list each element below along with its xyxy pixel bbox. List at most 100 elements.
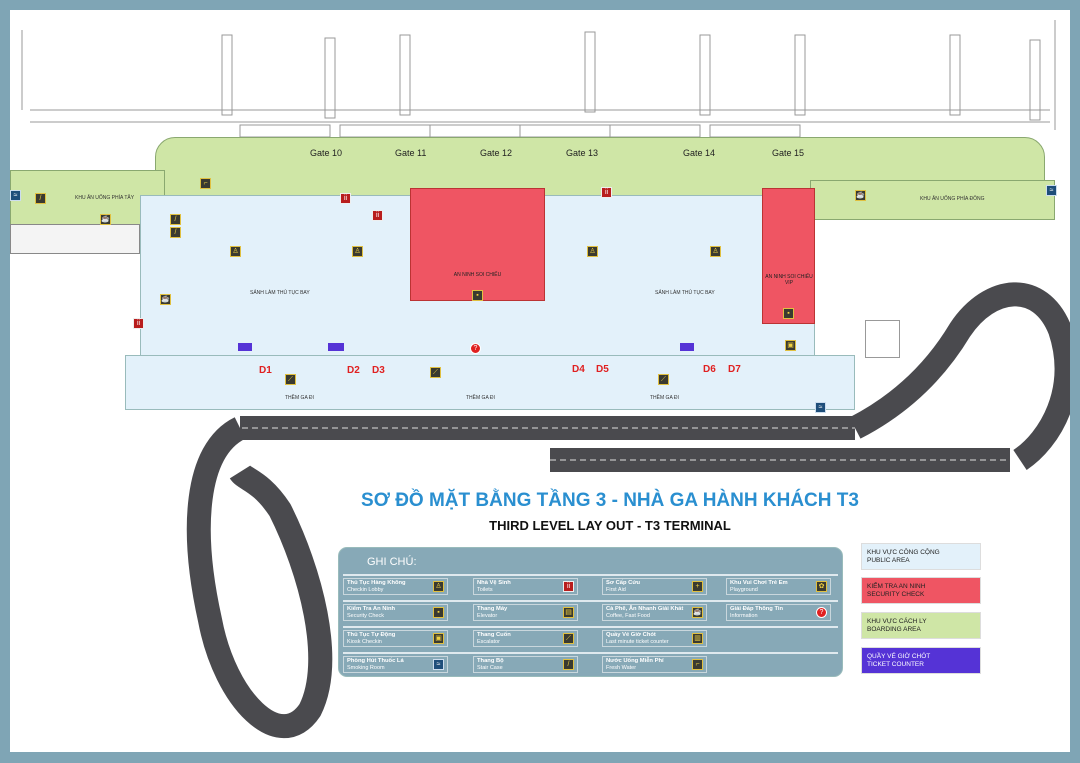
legend-item-en: Toilets [477,587,493,593]
stairs-icon: / [35,193,46,204]
legend-item-en: Checkin Lobby [347,587,384,593]
legend-item: Thang Cuốn Escalator ⟋ [473,630,578,647]
gate-label: Gate 12 [480,148,513,158]
toilet-icon: ii [133,318,144,329]
ticket-counter-icon: ▥ [692,633,703,644]
legend-item-en: Kiosk Checkin [347,639,382,645]
legend-item-vi: Sơ Cấp Cứu [606,580,641,586]
security-icon: ▪ [472,290,483,301]
divider [343,652,838,654]
legend-item-vi: Quầy Vé Giờ Chót [606,632,656,638]
legend-item-en: Escalator [477,639,500,645]
escalator-icon: ⟋ [658,374,669,385]
door-label: D4 [572,364,585,375]
toilet-icon: ii [601,187,612,198]
legend-item-en: Fresh Water [606,665,637,671]
legend-item-vi: Thang Cuốn [477,632,511,638]
security-icon: ▪ [783,308,794,319]
ticket-counter [238,343,252,351]
checkin-icon: ♙ [230,246,241,257]
coffee-icon: ☕ [692,607,703,618]
legend-item: Kiểm Tra An Ninh Security Check ▪ [343,604,448,621]
color-key-item: KHU VỰC CÔNG CỘNG PUBLIC AREA [861,543,981,570]
legend-item: Giải Đáp Thông Tin Information? [726,604,831,621]
checkin-icon: ♙ [433,581,444,592]
legend-item-en: Security Check [347,613,384,619]
ticket-counter [328,343,344,351]
color-key-en: PUBLIC AREA [867,557,910,564]
parking-block [10,224,140,254]
gate-label: Gate 15 [772,148,805,158]
public-area-curb [125,355,855,410]
security-icon: ▪ [433,607,444,618]
door-label: D6 [703,364,716,375]
area-label: KHU ĂN UỐNG PHÍA ĐÔNG [920,196,985,202]
toilet-icon: ii [340,193,351,204]
color-key-item: QUẦY VÉ GIỜ CHÓT TICKET COUNTER [861,647,981,674]
color-key-vi: KHU VỰC CÁCH LY [867,618,927,625]
legend-item: Cà Phê, Ăn Nhanh Giải Khát Coffee, Fast F… [602,604,707,621]
road-left-loop [186,417,333,739]
legend-item-vi: Thủ Tục Tự Động [347,632,396,638]
door-label: D3 [372,365,385,376]
legend-item-en: Information [730,613,758,619]
divider [343,574,838,576]
smoking-icon: ≈ [433,659,444,670]
area-label: THỀM GA ĐI [650,395,679,401]
escalator-icon: ⟋ [563,633,574,644]
information-icon[interactable]: ? [470,343,481,354]
toilet-icon: ii [372,210,383,221]
legend-item-vi: Khu Vui Chơi Trẻ Em [730,580,788,586]
area-label: AN NINH SOI CHIẾU VIP [765,274,813,286]
map-title: SƠ ĐỒ MẶT BẰNG TẦNG 3 - NHÀ GA HÀNH KHÁC… [361,490,859,511]
elevator-icon: ▤ [563,607,574,618]
jet-bridges [21,20,1056,138]
legend-item: Thủ Tục Hàng Không Checkin Lobby ♙ [343,578,448,595]
stairs-icon: / [563,659,574,670]
kiosk-icon: ▣ [433,633,444,644]
divider [343,600,838,602]
gate-label: Gate 11 [395,148,427,158]
legend-item: Thủ Tục Tự Động Kiosk Checkin ▣ [343,630,448,647]
door-label: D1 [259,365,272,376]
security-check-area [410,188,545,301]
legend-item-vi: Thủ Tục Hàng Không [347,580,406,586]
door-label: D7 [728,364,741,375]
stairs-icon: / [170,227,181,238]
ticket-counter [680,343,694,351]
gate-label: Gate 10 [310,148,343,158]
gate-label: Gate 14 [683,148,716,158]
playground-icon: ✿ [816,581,827,592]
color-key-vi: KIỂM TRA AN NINH [867,583,926,590]
legend-item: Nhà Vệ Sinh Toilets ii [473,578,578,595]
legend-item-en: Stair Case [477,665,503,671]
legend-item-vi: Cà Phê, Ăn Nhanh Giải Khát [606,606,684,612]
area-label: AN NINH SOI CHIẾU [453,272,502,278]
legend-item-en: First Aid [606,587,626,593]
coffee-icon: ☕ [160,294,171,305]
color-key-vi: QUẦY VÉ GIỜ CHÓT [867,653,931,660]
door-label: D2 [347,365,360,376]
legend-panel: GHI CHÚ: Thủ Tục Hàng Không Checkin Lobby… [338,547,843,677]
legend-item: Quầy Vé Giờ Chót Last minute ticket count… [602,630,707,647]
security-check-vip-area [762,188,815,324]
gate-label: Gate 13 [566,148,599,158]
escalator-icon: ⟋ [285,374,296,385]
area-label: KHU ĂN UỐNG PHÍA TÂY [75,195,135,201]
toilet-icon: ii [563,581,574,592]
legend-item-vi: Phòng Hút Thuốc Lá [347,658,404,664]
legend-item: Thang Máy Elevator ▤ [473,604,578,621]
road-right-loop [849,282,1070,470]
checkin-icon: ♙ [352,246,363,257]
information-icon: ? [816,607,827,618]
kiosk-icon: ▣ [785,340,796,351]
door-label: D5 [596,364,609,375]
legend-item-en: Playground [730,587,758,593]
legend-item-vi: Nước Uống Miễn Phí [606,658,664,664]
coffee-icon: ☕ [855,190,866,201]
legend-item: Khu Vui Chơi Trẻ Em Playground ✿ [726,578,831,595]
checkin-icon: ♙ [587,246,598,257]
building-outline [865,320,900,358]
stairs-icon: / [170,214,181,225]
smoking-icon: ≈ [10,190,21,201]
